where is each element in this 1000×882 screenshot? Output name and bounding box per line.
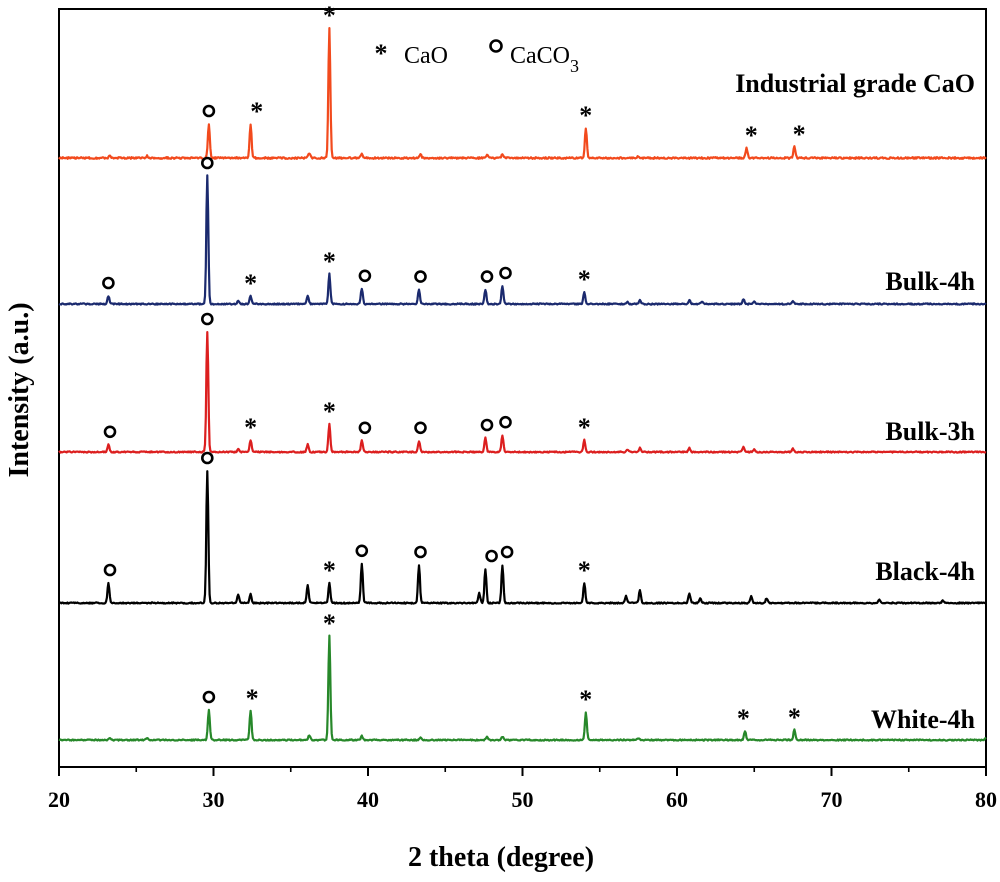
peak-marker-circle-3-6 [500, 545, 514, 559]
peak-marker-circle-3-4 [414, 545, 427, 559]
peak-marker-circle-2-7 [499, 415, 512, 429]
peak-marker-circle-2-6 [480, 418, 494, 432]
x-tick-label-50: 50 [512, 787, 534, 812]
peak-marker-circle-1-0 [102, 276, 115, 290]
x-tick-label-70: 70 [821, 787, 843, 812]
peak-marker-circle-1-1 [201, 156, 214, 170]
x-tick-label-40: 40 [357, 787, 379, 812]
x-tick-label-30: 30 [203, 787, 225, 812]
legend-cao-label: CaO [404, 43, 448, 69]
series-label-industrial-grade-cao: Industrial grade CaO [735, 69, 975, 98]
peak-marker-circle-3-0 [103, 563, 117, 577]
peak-marker-star-0-2: * [323, 1, 336, 30]
peak-marker-circle-0-0 [202, 104, 216, 118]
peak-marker-star-2-3: * [323, 397, 336, 426]
x-axis: 20 30 40 50 60 70 80 [48, 767, 997, 812]
peak-marker-star-0-4: * [745, 121, 758, 150]
series-line-white-4h [58, 634, 987, 742]
series-labels: Industrial grade CaO Bulk-4h Bulk-3h Black-… [735, 69, 975, 734]
peak-marker-star-4-4: * [737, 704, 750, 733]
series-label-black-4h: Black-4h [875, 557, 975, 586]
series-traces [58, 27, 987, 742]
series-label-white-4h: White-4h [871, 705, 976, 734]
peak-markers: * * * * * * * * * * * * * * * * * * [102, 1, 806, 733]
series-line-industrial-grade-cao [58, 27, 987, 160]
peak-marker-circle-3-1 [201, 451, 214, 465]
peak-marker-star-4-2: * [323, 609, 336, 638]
peak-marker-star-4-3: * [579, 685, 592, 714]
legend-star-symbol: * [375, 39, 388, 68]
peak-marker-star-0-1: * [250, 97, 263, 126]
peak-marker-star-2-8: * [578, 413, 591, 442]
series-label-bulk-4h: Bulk-4h [885, 267, 975, 296]
series-line-black-4h [58, 470, 987, 605]
y-axis-title: Intensity (a.u.) [4, 302, 35, 477]
peak-marker-star-4-5: * [788, 703, 801, 732]
peak-marker-star-1-2: * [244, 269, 257, 298]
peak-marker-star-1-8: * [578, 265, 591, 294]
peak-marker-circle-2-5 [414, 421, 427, 435]
x-tick-label-20: 20 [48, 787, 70, 812]
legend: * CaO CaCO3 [375, 39, 580, 76]
peak-marker-circle-4-0 [202, 690, 216, 704]
peak-marker-star-4-1: * [246, 684, 259, 713]
peak-marker-star-3-7: * [578, 556, 591, 585]
peak-marker-star-2-2: * [244, 413, 257, 442]
series-label-bulk-3h: Bulk-3h [885, 417, 975, 446]
peak-marker-circle-2-4 [358, 421, 372, 435]
plot-frame [58, 8, 987, 768]
series-line-bulk-3h [58, 331, 987, 454]
peak-marker-circle-3-3 [355, 544, 369, 558]
peak-marker-star-1-3: * [323, 247, 336, 276]
x-tick-label-80: 80 [975, 787, 997, 812]
peak-marker-star-3-2: * [323, 556, 336, 585]
legend-caco3-subscript: 3 [570, 56, 579, 76]
peak-marker-circle-1-6 [480, 270, 494, 283]
peak-marker-circle-3-5 [485, 549, 498, 563]
x-axis-title: 2 theta (degree) [408, 842, 594, 873]
peak-marker-circle-1-7 [499, 266, 512, 280]
peak-marker-circle-1-4 [358, 269, 372, 283]
peak-marker-circle-1-5 [414, 270, 427, 283]
peak-marker-star-0-3: * [579, 101, 592, 130]
series-line-bulk-4h [58, 174, 987, 306]
peak-marker-star-0-5: * [793, 120, 806, 149]
legend-circle-symbol [489, 39, 503, 53]
peak-marker-circle-2-1 [201, 312, 214, 326]
x-tick-label-60: 60 [666, 787, 688, 812]
legend-caco3-main: CaCO [510, 43, 570, 69]
peak-marker-circle-2-0 [103, 425, 117, 439]
legend-caco3-label: CaCO3 [510, 43, 579, 76]
